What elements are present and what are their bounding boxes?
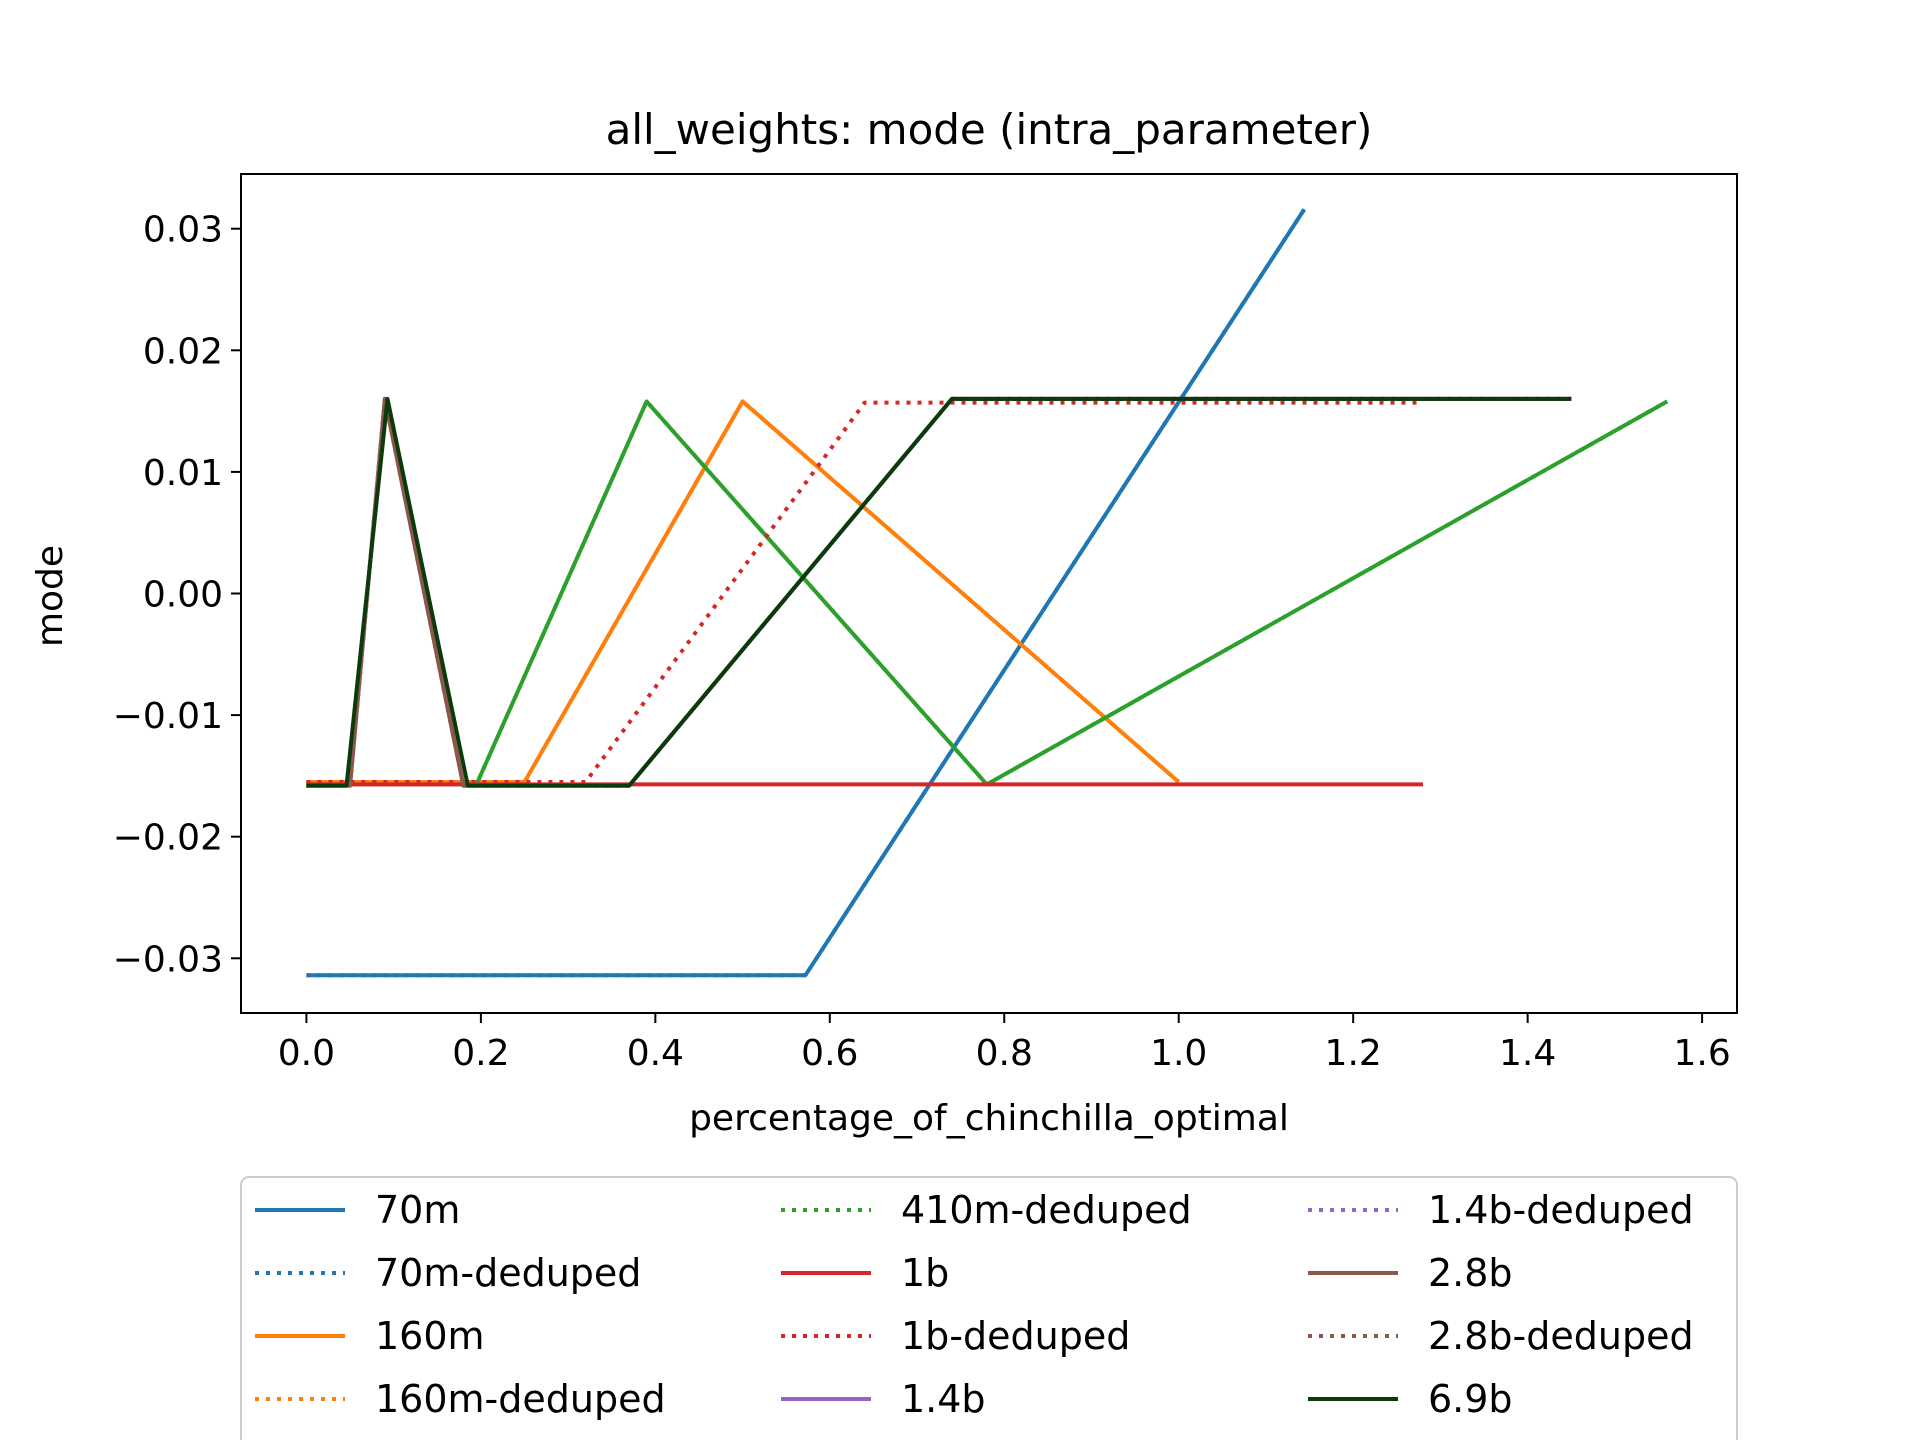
legend-label-2-8b: 2.8b	[1428, 1251, 1513, 1295]
tick-layer: 0.0 0.2 0.4 0.6 0.8 1.0 1.2 1.4 1.6 0.03 0.02 0.01 0…	[113, 210, 1731, 1074]
series-line-2-8b-deduped	[306, 396, 1572, 788]
x-tick-label: 0.6	[801, 1033, 858, 1074]
legend-label-1b-deduped: 1b-deduped	[901, 1314, 1130, 1358]
y-tick-label: 0.00	[143, 575, 223, 616]
plot-frame	[240, 173, 1738, 1014]
series-layer	[306, 208, 1669, 978]
legend-label-1b: 1b	[901, 1251, 949, 1295]
y-tick-label: −0.03	[113, 939, 223, 980]
x-axis-label: percentage_of_chinchilla_optimal	[689, 1098, 1289, 1139]
x-tick-label: 0.0	[278, 1033, 335, 1074]
series-line-6-9b	[306, 396, 1572, 788]
legend: 70m 70m-deduped 160m 160m-deduped 410m-dedup…	[240, 1176, 1738, 1440]
legend-label-160m: 160m	[375, 1314, 485, 1358]
x-tick-label: 0.2	[452, 1033, 509, 1074]
legend-label-70m: 70m	[375, 1188, 460, 1232]
x-tick-label: 0.8	[976, 1033, 1033, 1074]
legend-label-6-9b: 6.9b	[1428, 1377, 1513, 1421]
series-line-70m-deduped	[306, 208, 1306, 978]
legend-label-70m-deduped: 70m-deduped	[375, 1251, 641, 1295]
legend-box	[240, 1176, 1738, 1440]
series-line-160m-deduped	[306, 399, 1181, 784]
legend-label-2-8b-deduped: 2.8b-deduped	[1428, 1314, 1694, 1358]
legend-label-160m-deduped: 160m-deduped	[375, 1377, 666, 1421]
y-tick-label: −0.02	[113, 818, 223, 859]
x-tick-label: 0.4	[627, 1033, 684, 1074]
y-axis-label: mode	[30, 545, 71, 647]
x-tick-label: 1.0	[1150, 1033, 1207, 1074]
x-tick-label: 1.4	[1499, 1033, 1556, 1074]
x-tick-label: 1.6	[1673, 1033, 1730, 1074]
chart-title: all_weights: mode (intra_parameter)	[606, 105, 1373, 154]
x-tick-label: 1.2	[1325, 1033, 1382, 1074]
y-tick-label: 0.03	[143, 210, 223, 251]
y-tick-label: −0.01	[113, 696, 223, 737]
legend-label-1-4b-deduped: 1.4b-deduped	[1428, 1188, 1694, 1232]
y-tick-label: 0.02	[143, 331, 223, 372]
y-tick-label: 0.01	[143, 453, 223, 494]
legend-label-410m-deduped: 410m-deduped	[901, 1188, 1192, 1232]
legend-label-1-4b: 1.4b	[901, 1377, 986, 1421]
